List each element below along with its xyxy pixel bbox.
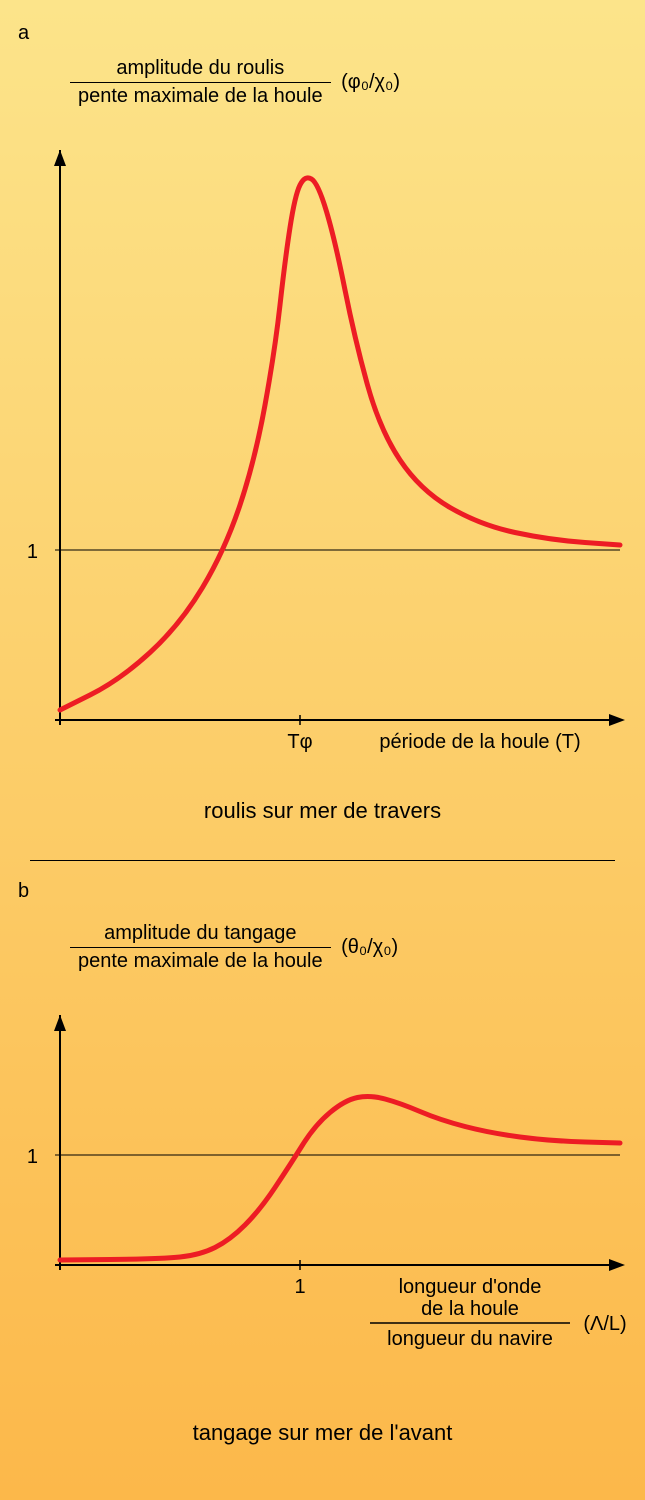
panel-a-ylabel-num: amplitude du roulis [70, 55, 331, 82]
chart-a: 1 Tφ période de la houle (T) [0, 150, 640, 770]
chart-b-xlabel-bot: longueur du navire [387, 1328, 553, 1350]
chart-b-x-tick: 1 [294, 1276, 305, 1298]
chart-b-curve [60, 1097, 620, 1260]
panel-a-ylabel-den: pente maximale de la houle [70, 83, 331, 110]
panel-b-ylabel: amplitude du tangage pente maximale de l… [70, 920, 398, 975]
panel-a-ylabel: amplitude du roulis pente maximale de la… [70, 55, 400, 110]
chart-b-y-tick: 1 [27, 1146, 38, 1168]
panel-b-ylabel-symbol: (θ₀/χ₀) [341, 936, 398, 959]
chart-b: 1 1 longueur d'onde de la houle longueur… [0, 1015, 640, 1415]
panel-a-label: a [18, 22, 29, 45]
chart-a-axes [54, 150, 625, 726]
panel-divider [30, 860, 615, 861]
chart-a-y-tick: 1 [27, 541, 38, 563]
panel-b-ylabel-den: pente maximale de la houle [70, 948, 331, 975]
chart-a-x-tick: Tφ [287, 731, 312, 753]
panel-b-caption: tangage sur mer de l'avant [0, 1420, 645, 1446]
chart-b-xlabel-group: longueur d'onde de la houle longueur du … [370, 1276, 627, 1350]
panel-a-caption: roulis sur mer de travers [0, 798, 645, 824]
panel-b-ylabel-num: amplitude du tangage [70, 920, 331, 947]
chart-b-xlabel-symbol: (Λ/L) [583, 1313, 626, 1335]
chart-b-xlabel-mid: de la houle [421, 1298, 519, 1320]
chart-a-xlabel: période de la houle (T) [379, 731, 580, 753]
chart-b-xlabel-top: longueur d'onde [399, 1276, 542, 1298]
panel-a-ylabel-symbol: (φ₀/χ₀) [341, 71, 400, 94]
chart-a-curve [60, 178, 620, 710]
panel-b-label: b [18, 880, 29, 903]
chart-b-axes [54, 1015, 625, 1271]
